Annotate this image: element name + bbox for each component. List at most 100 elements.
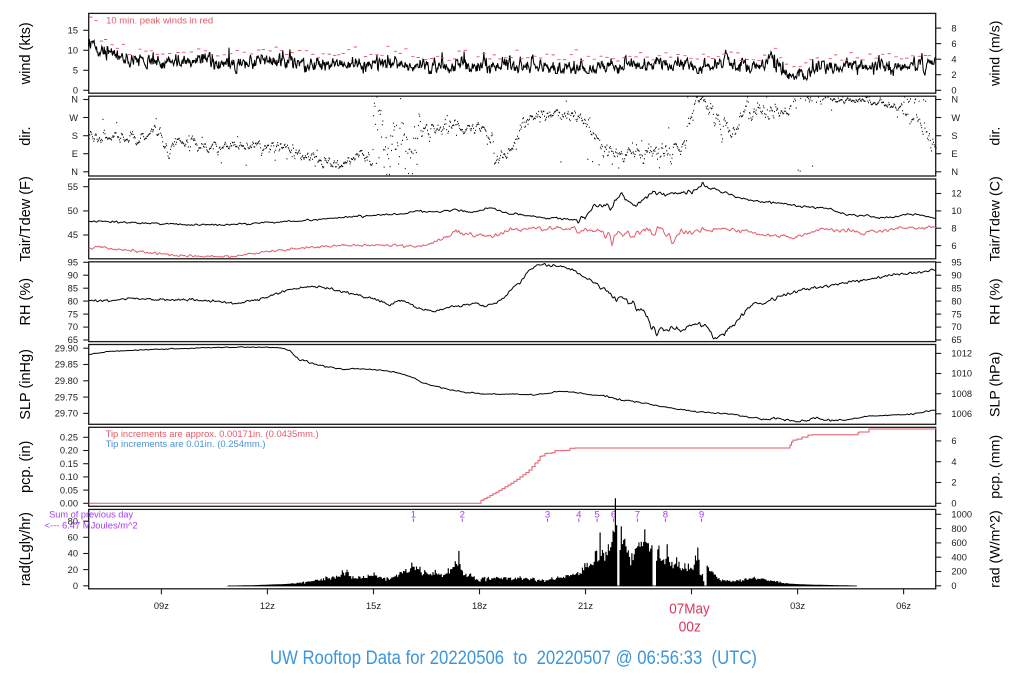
- svg-text:85: 85: [68, 283, 78, 293]
- svg-text:pcp. (in): pcp. (in): [18, 441, 34, 493]
- svg-text:Tair/Tdew (C): Tair/Tdew (C): [988, 176, 1004, 261]
- svg-text:Tair/Tdew (F): Tair/Tdew (F): [18, 176, 34, 261]
- svg-text:Tip increments are approx. 0.0: Tip increments are approx. 0.00171in. (0…: [106, 428, 319, 439]
- svg-text:W: W: [69, 113, 78, 123]
- svg-text:E: E: [72, 149, 78, 159]
- svg-text:6: 6: [951, 241, 956, 251]
- svg-text:45: 45: [68, 230, 78, 240]
- svg-text:0.25: 0.25: [60, 433, 78, 443]
- svg-text:1000: 1000: [951, 510, 972, 520]
- svg-text:50: 50: [68, 206, 78, 216]
- svg-text:8: 8: [951, 23, 956, 33]
- svg-text:wind (m/s): wind (m/s): [988, 21, 1004, 87]
- svg-text:S: S: [72, 131, 78, 141]
- svg-text:75: 75: [68, 309, 78, 319]
- svg-text:N: N: [71, 95, 78, 105]
- svg-text:95: 95: [68, 258, 78, 268]
- svg-text:200: 200: [951, 567, 967, 577]
- svg-text:Sum of previous day: Sum of previous day: [49, 508, 133, 519]
- svg-text:9: 9: [699, 509, 704, 520]
- svg-text:8: 8: [663, 509, 668, 520]
- svg-text:10 min. peak winds in red: 10 min. peak winds in red: [106, 15, 213, 26]
- svg-text:95: 95: [951, 258, 961, 268]
- svg-text:80: 80: [68, 516, 78, 526]
- svg-text:65: 65: [951, 335, 961, 345]
- svg-text:0: 0: [73, 581, 78, 591]
- svg-text:6: 6: [611, 509, 616, 520]
- svg-text:600: 600: [951, 538, 967, 548]
- svg-text:1010: 1010: [951, 369, 972, 379]
- svg-text:18z: 18z: [472, 601, 487, 611]
- svg-text:00z: 00z: [679, 619, 701, 636]
- svg-text:0.15: 0.15: [60, 459, 78, 469]
- svg-text:<--- 6.47 MJoules/m^2: <--- 6.47 MJoules/m^2: [45, 520, 138, 531]
- svg-text:N: N: [951, 95, 958, 105]
- svg-text:400: 400: [951, 552, 967, 562]
- svg-text:29.90: 29.90: [55, 343, 78, 353]
- svg-text:10: 10: [68, 46, 78, 56]
- svg-text:03z: 03z: [790, 601, 805, 611]
- svg-text:75: 75: [951, 309, 961, 319]
- svg-text:pcp. (mm): pcp. (mm): [988, 435, 1004, 499]
- svg-text:S: S: [951, 131, 957, 141]
- svg-text:4: 4: [951, 457, 956, 467]
- svg-text:2: 2: [951, 478, 956, 488]
- svg-text:N: N: [71, 167, 78, 177]
- svg-text:dir.: dir.: [18, 126, 34, 145]
- svg-text:4: 4: [576, 509, 582, 520]
- svg-text:SLP (inHg): SLP (inHg): [18, 349, 34, 420]
- svg-text:07May: 07May: [669, 600, 710, 617]
- svg-text:3: 3: [545, 509, 550, 520]
- svg-text:E: E: [951, 149, 957, 159]
- svg-text:85: 85: [951, 283, 961, 293]
- svg-text:06z: 06z: [896, 601, 911, 611]
- svg-text:90: 90: [951, 270, 961, 280]
- svg-text:90: 90: [68, 270, 78, 280]
- svg-text:2: 2: [460, 509, 465, 520]
- svg-text:rad (W/m^2): rad (W/m^2): [988, 510, 1004, 588]
- svg-text:0.05: 0.05: [60, 485, 78, 495]
- svg-text:0.00: 0.00: [60, 499, 78, 509]
- svg-text:UW Rooftop Data for 20220506: UW Rooftop Data for 20220506 to 20220507…: [270, 648, 757, 669]
- svg-text:21z: 21z: [578, 601, 593, 611]
- svg-text:12z: 12z: [260, 601, 275, 611]
- svg-text:15z: 15z: [366, 601, 381, 611]
- svg-text:0.20: 0.20: [60, 446, 78, 456]
- svg-text:12: 12: [951, 189, 961, 199]
- svg-text:29.70: 29.70: [55, 409, 78, 419]
- svg-text:1006: 1006: [951, 409, 972, 419]
- svg-text:dir.: dir.: [988, 127, 1004, 146]
- svg-text:800: 800: [951, 524, 967, 534]
- svg-text:20: 20: [68, 565, 78, 575]
- svg-text:70: 70: [68, 322, 78, 332]
- svg-text:1008: 1008: [951, 389, 972, 399]
- svg-text:rad(Lgly/hr): rad(Lgly/hr): [18, 512, 34, 586]
- svg-text:6: 6: [951, 436, 956, 446]
- svg-text:09z: 09z: [154, 601, 169, 611]
- svg-text:29.85: 29.85: [55, 360, 78, 370]
- svg-text:60: 60: [68, 533, 78, 543]
- svg-text:wind (kts): wind (kts): [18, 22, 34, 85]
- svg-text:0: 0: [951, 499, 956, 509]
- svg-text:4: 4: [951, 54, 956, 64]
- svg-text:40: 40: [68, 549, 78, 559]
- svg-text:SLP (hPa): SLP (hPa): [988, 352, 1004, 417]
- svg-text:RH (%): RH (%): [18, 278, 34, 326]
- svg-text:0: 0: [73, 86, 78, 96]
- svg-text:29.75: 29.75: [55, 392, 78, 402]
- svg-text:7: 7: [635, 509, 640, 520]
- svg-text:70: 70: [951, 322, 961, 332]
- svg-text:80: 80: [68, 296, 78, 306]
- svg-text:1012: 1012: [951, 349, 972, 359]
- svg-text:29.80: 29.80: [55, 376, 78, 386]
- svg-text:0: 0: [951, 86, 956, 96]
- svg-text:8: 8: [951, 223, 956, 233]
- svg-text:10: 10: [951, 206, 961, 216]
- svg-text:RH (%): RH (%): [988, 278, 1004, 325]
- svg-text:N: N: [951, 167, 958, 177]
- svg-text:W: W: [951, 113, 960, 123]
- svg-text:0: 0: [951, 581, 956, 591]
- svg-text:Tip increments are 0.01in. (0.: Tip increments are 0.01in. (0.254mm.): [106, 438, 266, 449]
- svg-text:80: 80: [951, 296, 961, 306]
- svg-text:5: 5: [594, 509, 599, 520]
